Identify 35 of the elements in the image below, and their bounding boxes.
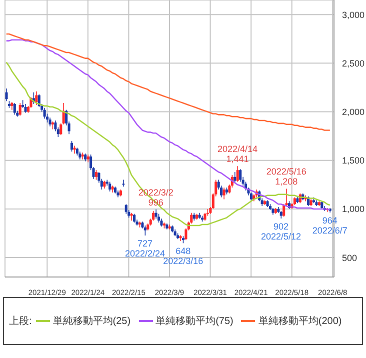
- y-tick-label: 3,000: [342, 10, 365, 20]
- legend-label: 単純移動平均(75): [156, 315, 234, 328]
- y-tick-label: 2,000: [342, 106, 365, 117]
- candlestick: [94, 170, 98, 180]
- legend-label: 単純移動平均(25): [52, 315, 131, 328]
- y-tick-label: 1,500: [342, 156, 365, 166]
- y-tick-label: 1,000: [342, 204, 365, 214]
- annotation: 2022/4/14 1,441: [217, 144, 258, 164]
- annotation: 727 2022/2/24: [125, 238, 166, 258]
- candlestick: [152, 210, 155, 222]
- candlestick: [5, 88, 8, 102]
- candlestick: [35, 90, 38, 106]
- line-series: [6, 33, 331, 131]
- candlestick: [108, 181, 112, 192]
- candlestick: [222, 187, 226, 200]
- candlestick: [144, 225, 146, 236]
- candlestick: [236, 166, 239, 182]
- candlestick: [122, 179, 125, 188]
- legend-label: 単純移動平均(200): [258, 315, 342, 328]
- candlestick: [239, 168, 242, 182]
- legend-title: 上段:: [9, 314, 32, 328]
- annotation: 964 2022/6/7: [312, 215, 348, 236]
- candlestick: [124, 204, 128, 214]
- candlestick: [81, 152, 84, 160]
- y-tick-label: 500: [342, 252, 358, 263]
- candlestick: [282, 204, 286, 218]
- candlestick: [234, 172, 236, 184]
- candlestick: [18, 102, 22, 116]
- candlestick: [13, 102, 16, 116]
- candlestick: [43, 107, 46, 119]
- annotation: 2022/5/16 1,208: [266, 166, 306, 187]
- annotation: 902 2022/5/12: [260, 221, 302, 242]
- candlestick: [70, 140, 74, 152]
- y-tick-label: 2,500: [342, 58, 365, 68]
- line-series: [6, 39, 331, 211]
